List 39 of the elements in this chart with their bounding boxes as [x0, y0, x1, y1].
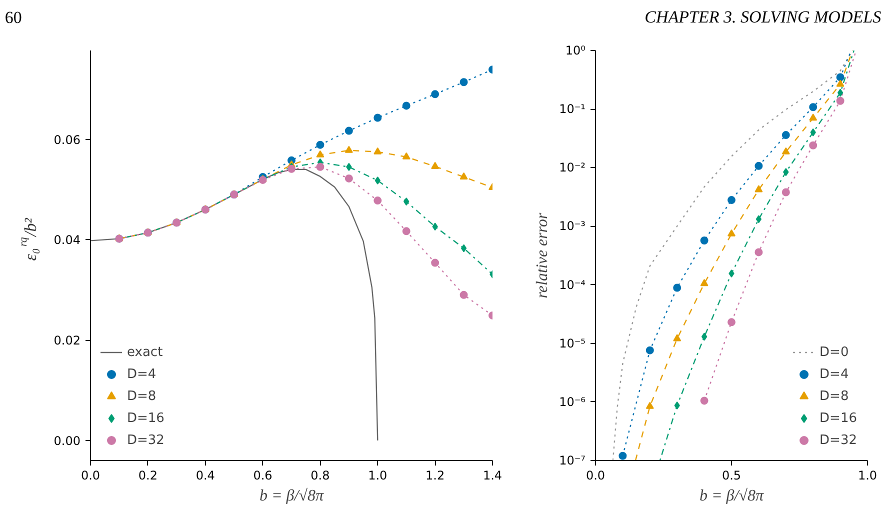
legend-label: D=0	[820, 344, 849, 360]
x-axis-title: b = β/√8π	[699, 488, 764, 504]
x-tick-label: 0.5	[722, 468, 742, 482]
legend-label: exact	[127, 344, 163, 360]
x-tick-label: 1.4	[482, 468, 502, 482]
y-tick-label: 10⁻⁴	[559, 278, 586, 292]
x-tick-label: 0.4	[196, 468, 215, 482]
legend-label: D=4	[820, 366, 849, 382]
x-tick-label: 0.0	[586, 468, 606, 482]
y-tick-label: 0.00	[54, 434, 80, 448]
legend-label: D=32	[820, 432, 857, 448]
text: 60	[4, 8, 22, 27]
y-tick-label: 10⁻⁵	[559, 336, 586, 350]
y-axis-title: relative error	[534, 212, 552, 298]
x-axis-title: b = β/√8π	[259, 488, 324, 504]
x-tick-label: 1.0	[858, 468, 878, 482]
legend-label: D=8	[820, 388, 849, 404]
y-tick-label: 0.04	[54, 233, 80, 248]
legend-label: D=16	[127, 410, 164, 426]
y-axis-title: ε₀rq/b²	[18, 217, 40, 261]
y-tick-label: 0.06	[54, 132, 80, 147]
y-tick-label: 10⁻¹	[559, 102, 586, 116]
y-tick-label: 0.02	[54, 334, 80, 348]
legend-label: D=4	[127, 366, 156, 382]
x-tick-label: 0.6	[253, 468, 272, 482]
x-tick-label: 0.2	[138, 468, 158, 482]
legend-label: D=32	[127, 432, 164, 448]
y-tick-label: 10⁻³	[559, 219, 586, 234]
x-tick-label: 1.2	[426, 468, 445, 482]
x-tick-label: 0.0	[80, 468, 100, 482]
y-tick-label: 10⁰	[565, 44, 586, 58]
x-tick-label: 0.8	[310, 468, 330, 482]
legend-label: D=16	[820, 410, 857, 426]
y-tick-label: 10⁻⁶	[559, 394, 586, 409]
x-tick-label: 1.0	[368, 468, 388, 482]
text: CHAPTER 3. SOLVING MODELS	[644, 8, 882, 26]
legend-label: D=8	[127, 388, 156, 404]
y-tick-label: 10⁻²	[559, 160, 586, 175]
y-tick-label: 10⁻⁷	[559, 454, 586, 468]
